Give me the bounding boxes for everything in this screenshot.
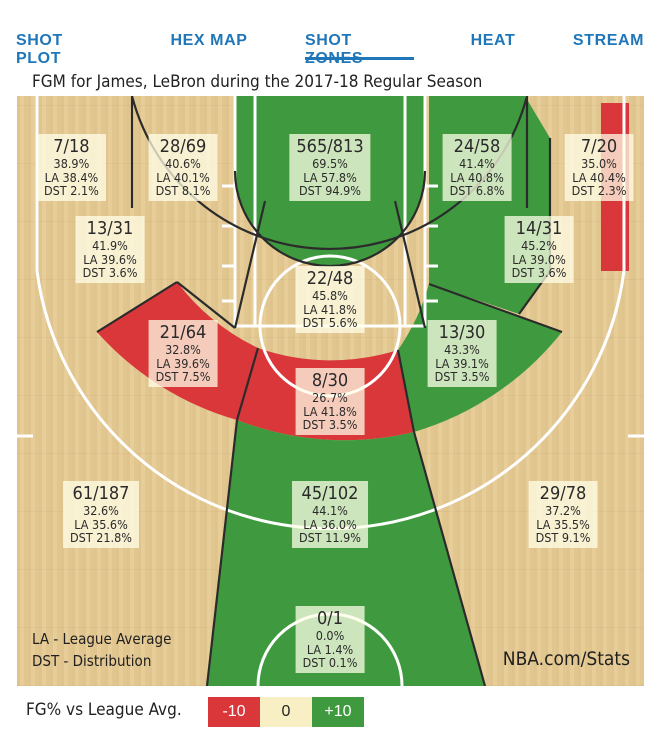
zone-fraction: 8/30 — [311, 370, 349, 391]
zone-fraction: 61/187 — [72, 483, 130, 504]
zone-label-right-baseline-mid: 14/31 45.2% LA 39.0% DST 3.6% — [504, 216, 574, 283]
zone-fg-pct: 35.0% — [581, 156, 617, 171]
legend-below-swatch: -10 — [208, 697, 260, 727]
zone-distribution: DST 3.5% — [302, 417, 358, 432]
zone-distribution: DST 8.1% — [155, 183, 211, 198]
zone-distribution: DST 0.1% — [302, 655, 358, 670]
zone-league-avg: LA 41.8% — [303, 403, 357, 419]
zone-distribution: DST 3.5% — [434, 369, 490, 384]
note-league-average: LA - League Average — [32, 630, 172, 648]
zone-distribution: DST 3.6% — [82, 265, 138, 280]
zone-distribution: DST 9.1% — [535, 530, 591, 545]
zone-distribution: DST 3.6% — [511, 265, 567, 280]
zone-label-paint-non-ra: 22/48 45.8% LA 41.8% DST 5.6% — [295, 266, 365, 333]
zone-distribution: DST 5.6% — [302, 315, 358, 330]
zone-league-avg: LA 36.0% — [303, 516, 357, 532]
nba-stats-brand: NBA.com/Stats — [502, 648, 630, 670]
zone-fill-center-above-break-3 — [207, 420, 485, 686]
zone-league-avg: LA 41.8% — [303, 301, 357, 317]
zone-league-avg: LA 35.5% — [536, 516, 590, 532]
zone-fg-pct: 37.2% — [545, 503, 581, 518]
zone-fg-pct: 44.1% — [312, 503, 348, 518]
zone-league-avg: LA 40.8% — [450, 169, 504, 185]
zone-fraction: 28/69 — [159, 136, 207, 157]
chart-title: FGM for James, LeBron during the 2017-18… — [32, 72, 483, 92]
zone-distribution: DST 7.5% — [155, 369, 211, 384]
legend-label: FG% vs League Avg. — [26, 700, 182, 720]
zone-label-backcourt: 0/1 0.0% LA 1.4% DST 0.1% — [295, 606, 365, 673]
zone-fg-pct: 32.6% — [83, 503, 119, 518]
zone-league-avg: LA 40.1% — [156, 169, 210, 185]
zone-league-avg: LA 39.0% — [512, 251, 566, 267]
shot-chart-tabs: SHOT PLOT HEX MAP SHOT ZONES HEAT STREAM — [0, 0, 660, 67]
zone-label-left-corner-3: 7/18 38.9% LA 38.4% DST 2.1% — [37, 134, 106, 201]
zone-fg-pct: 32.8% — [165, 342, 201, 357]
zone-fg-pct: 40.6% — [165, 156, 201, 171]
zone-label-restricted-area: 565/813 69.5% LA 57.8% DST 94.9% — [289, 134, 371, 201]
zone-fg-pct: 38.9% — [53, 156, 90, 171]
zone-fraction: 14/31 — [515, 218, 563, 239]
zone-distribution: DST 2.1% — [44, 183, 99, 198]
zone-fraction: 565/813 — [296, 136, 364, 157]
zone-fg-pct: 41.9% — [92, 238, 128, 253]
zone-label-left-above-break-3: 61/187 32.6% LA 35.6% DST 21.8% — [63, 481, 139, 548]
zone-label-left-baseline-mid: 13/31 41.9% LA 39.6% DST 3.6% — [75, 216, 145, 283]
zone-league-avg: LA 57.8% — [303, 169, 357, 185]
zone-label-center-above-break-3: 45/102 44.1% LA 36.0% DST 11.9% — [292, 481, 368, 548]
zone-label-right-above-break-3: 29/78 37.2% LA 35.5% DST 9.1% — [528, 481, 598, 548]
zone-distribution: DST 94.9% — [299, 183, 361, 198]
zone-distribution: DST 6.8% — [449, 183, 505, 198]
shot-zone-court: 7/18 38.9% LA 38.4% DST 2.1% 28/69 40.6%… — [17, 96, 644, 686]
zone-league-avg: LA 39.6% — [83, 251, 137, 267]
zone-label-right-elbow-mid: 13/30 43.3% LA 39.1% DST 3.5% — [427, 320, 497, 387]
tab-shot-plot[interactable]: SHOT PLOT — [16, 32, 63, 67]
zone-label-left-elbow-mid: 21/64 32.8% LA 39.6% DST 7.5% — [148, 320, 218, 387]
zone-label-left-wing-3: 28/69 40.6% LA 40.1% DST 8.1% — [148, 134, 218, 201]
note-distribution: DST - Distribution — [32, 652, 152, 670]
zone-league-avg: LA 39.6% — [156, 355, 210, 371]
zone-label-right-corner-3: 7/20 35.0% LA 40.4% DST 2.3% — [564, 134, 634, 201]
tab-stream[interactable]: STREAM — [572, 32, 645, 49]
zone-fg-pct: 43.3% — [444, 342, 480, 357]
zone-league-avg: LA 35.6% — [74, 516, 128, 532]
tab-heat[interactable]: HEAT — [470, 32, 516, 49]
zone-distribution: DST 2.3% — [571, 183, 627, 198]
zone-fraction: 7/20 — [580, 136, 618, 157]
zone-fraction: 13/30 — [438, 322, 486, 343]
zone-fraction: 22/48 — [306, 268, 354, 289]
zone-distribution: DST 21.8% — [70, 530, 132, 545]
tab-shot-zones[interactable]: SHOT ZONES — [305, 32, 414, 67]
zone-label-right-wing-3: 24/58 41.4% LA 40.8% DST 6.8% — [442, 134, 512, 201]
zone-league-avg: LA 40.4% — [572, 169, 626, 185]
zone-fraction: 21/64 — [159, 322, 207, 343]
zone-distribution: DST 11.9% — [299, 530, 361, 545]
zone-fraction: 45/102 — [301, 483, 359, 504]
zone-label-top-key-mid: 8/30 26.7% LA 41.8% DST 3.5% — [295, 368, 365, 435]
zone-fraction: 13/31 — [86, 218, 134, 239]
zone-league-avg: LA 39.1% — [435, 355, 489, 371]
zone-fg-pct: 26.7% — [312, 390, 348, 405]
legend-above-swatch: +10 — [312, 697, 364, 727]
zone-league-avg: LA 1.4% — [306, 641, 354, 657]
tab-hex-map[interactable]: HEX MAP — [170, 32, 248, 49]
zone-fg-pct: 69.5% — [312, 156, 348, 171]
zone-fg-pct: 41.4% — [459, 156, 495, 171]
zone-fraction: 7/18 — [53, 136, 90, 157]
legend-even-swatch: 0 — [260, 697, 312, 727]
zone-fraction: 0/1 — [316, 608, 344, 629]
zone-fg-pct: 45.2% — [521, 238, 557, 253]
zone-fraction: 29/78 — [539, 483, 587, 504]
zone-fraction: 24/58 — [453, 136, 501, 157]
zone-fg-pct: 45.8% — [312, 288, 348, 303]
zone-fg-pct: 0.0% — [315, 628, 345, 643]
zone-league-avg: LA 38.4% — [44, 169, 99, 185]
